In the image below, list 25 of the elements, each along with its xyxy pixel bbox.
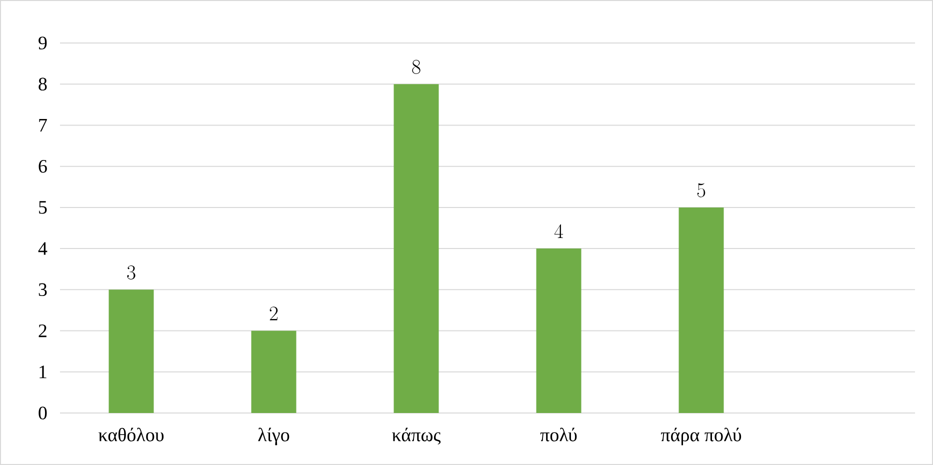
y-tick-label: 6 — [38, 160, 47, 173]
x-tick-label: πολύ — [540, 428, 577, 442]
x-tick-label: πάρα πολύ — [660, 428, 742, 446]
y-tick-label: 0 — [38, 406, 47, 420]
y-tick-label: 3 — [38, 283, 47, 296]
y-tick-label: 5 — [39, 201, 47, 214]
data-label: 2 — [270, 306, 278, 320]
bar — [536, 248, 582, 413]
y-tick-label: 7 — [39, 119, 47, 132]
x-tick-label: κάπως — [392, 428, 441, 445]
bar — [678, 207, 724, 413]
bar — [108, 290, 154, 413]
data-label: 8 — [412, 60, 420, 74]
y-tick-label: 2 — [38, 324, 46, 338]
x-tick-label: καθόλου — [98, 428, 164, 442]
y-tick-label: 4 — [38, 242, 48, 255]
y-tick-label: 8 — [38, 78, 47, 91]
data-label: 5 — [697, 183, 706, 198]
y-tick-label: 9 — [38, 36, 47, 50]
y-tick-label: 1 — [40, 366, 46, 378]
data-label: 3 — [127, 265, 136, 280]
data-label: 4 — [554, 224, 564, 238]
bar — [251, 330, 296, 413]
x-tick-label: λίγο — [258, 428, 290, 446]
bar — [394, 84, 439, 413]
